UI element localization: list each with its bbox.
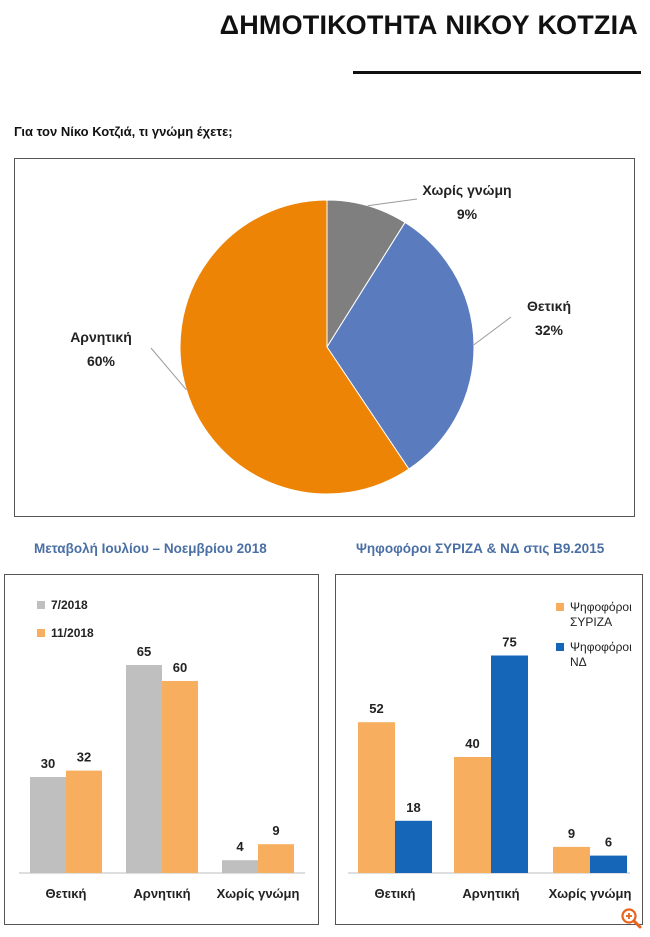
left-chart-title: Μεταβολή Ιουλίου – Νοεμβρίου 2018 <box>34 541 267 556</box>
pie-label-θετική: Θετική <box>527 298 571 314</box>
pie-slice-αρνητική <box>179 199 410 495</box>
bar-7-2018-θετική <box>30 777 66 873</box>
legend-swatch-ψηφοφόροι-νδ <box>556 643 564 651</box>
data-label-ψηφοφόροι-νδ-αρνητική: 75 <box>502 635 516 650</box>
category-label-χωρίς-γνώμη: Χωρίς γνώμη <box>549 886 632 901</box>
category-label-χωρίς-γνώμη: Χωρίς γνώμη <box>217 886 300 901</box>
left-bar-chart-panel: 30 32 Θετική 65 60 Αρνητική 4 9 Χωρίς γνώμη 7/201… <box>4 574 319 925</box>
bar-11-2018-θετική <box>66 770 102 873</box>
data-label-ψηφοφόροι-νδ-χωρίς-γνώμη: 6 <box>605 835 612 850</box>
right-bar-chart-panel: 52 18 Θετική 40 75 Αρνητική 9 6 Χωρίς γνώμη Ψηφοφ… <box>335 574 643 925</box>
right-chart-title: Ψηφοφόροι ΣΥΡΙΖΑ & ΝΔ στις Β9.2015 <box>356 541 605 556</box>
pie-chart: Χωρίς γνώμη 9% Θετική 32% Αρνητική 60% <box>70 182 571 495</box>
data-label-ψηφοφόροι-συριζα-θετική: 52 <box>369 701 383 716</box>
survey-question: Για τον Νίκο Κοτζιά, τι γνώμη έχετε; <box>14 124 233 139</box>
legend-label-ψηφοφόροι-νδ: Ψηφοφόροι ΝΔ <box>570 640 632 669</box>
pie-value-αρνητική: 60% <box>87 353 116 369</box>
bar-ψηφοφόροι-νδ-θετική <box>395 820 432 873</box>
data-label-11-2018-αρνητική: 60 <box>173 660 187 675</box>
category-label-αρνητική: Αρνητική <box>133 886 190 901</box>
pie-slice-χωρίς-γνώμη <box>326 199 406 349</box>
data-label-7-2018-χωρίς-γνώμη: 4 <box>236 839 244 854</box>
pie-leader-line-χωρίς-γνώμη <box>367 198 418 207</box>
data-label-11-2018-θετική: 32 <box>77 750 91 765</box>
legend-swatch-7-2018 <box>37 601 45 609</box>
data-label-ψηφοφόροι-νδ-θετική: 18 <box>406 800 420 815</box>
data-label-ψηφοφόροι-συριζα-αρνητική: 40 <box>465 736 479 751</box>
data-label-11-2018-χωρίς-γνώμη: 9 <box>272 823 279 838</box>
pie-label-αρνητική: Αρνητική <box>70 329 132 345</box>
bar-11-2018-χωρίς-γνώμη <box>258 844 294 873</box>
data-label-ψηφοφόροι-συριζα-χωρίς-γνώμη: 9 <box>568 826 575 841</box>
legend-label-11-2018: 11/2018 <box>51 626 94 640</box>
bar-ψηφοφόροι-νδ-αρνητική <box>491 655 528 873</box>
bar-7-2018-αρνητική <box>126 665 162 873</box>
page-title: ΔΗΜΟΤΙΚΟΤΗΤΑ ΝΙΚΟΥ ΚΟΤΖΙΑ <box>219 10 638 40</box>
bar-11-2018-αρνητική <box>162 681 198 873</box>
data-label-7-2018-θετική: 30 <box>41 756 55 771</box>
pie-value-χωρίς-γνώμη: 9% <box>457 206 478 222</box>
pie-slice-θετική <box>326 221 475 470</box>
pie-leader-line-αρνητική <box>150 347 187 391</box>
bar-7-2018-χωρίς-γνώμη <box>222 860 258 873</box>
category-label-θετική: Θετική <box>46 886 87 901</box>
bar-ψηφοφόροι-συριζα-χωρίς-γνώμη <box>553 846 590 873</box>
right-bar-chart: 52 18 Θετική 40 75 Αρνητική 9 6 Χωρίς γνώμη Ψηφοφ… <box>348 600 632 901</box>
bar-ψηφοφόροι-νδ-χωρίς-γνώμη <box>590 855 627 873</box>
legend-swatch-ψηφοφόροι-συριζα <box>556 603 564 611</box>
zoom-in-icon[interactable] <box>620 907 642 929</box>
title-underline <box>353 71 641 74</box>
legend-label-ψηφοφόροι-συριζα: Ψηφοφόροι ΣΥΡΙΖΑ <box>570 600 632 629</box>
legend-label-7-2018: 7/2018 <box>51 598 88 612</box>
bar-ψηφοφόροι-συριζα-θετική <box>358 722 395 873</box>
pie-chart-panel: Χωρίς γνώμη 9% Θετική 32% Αρνητική 60% <box>14 158 635 517</box>
category-label-αρνητική: Αρνητική <box>462 886 519 901</box>
category-label-θετική: Θετική <box>375 886 416 901</box>
bar-ψηφοφόροι-συριζα-αρνητική <box>454 757 491 873</box>
data-label-7-2018-αρνητική: 65 <box>137 644 151 659</box>
left-bar-chart: 30 32 Θετική 65 60 Αρνητική 4 9 Χωρίς γνώμη 7/201… <box>19 598 305 901</box>
pie-label-χωρίς-γνώμη: Χωρίς γνώμη <box>422 182 511 198</box>
pie-leader-line-θετική <box>473 316 512 346</box>
legend-swatch-11-2018 <box>37 629 45 637</box>
pie-value-θετική: 32% <box>535 322 564 338</box>
